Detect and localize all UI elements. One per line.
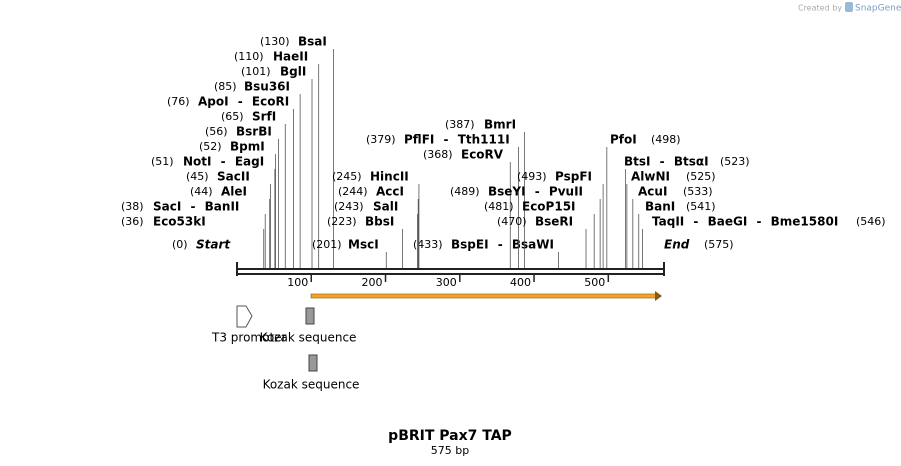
site-position: (523) [720,155,750,168]
site-position: (481) [484,200,514,213]
ruler-label: 500 [584,276,605,289]
site-position: (546) [856,215,886,228]
site-position: (85) [214,80,237,93]
site-position: (493) [517,170,547,183]
site-position: (470) [497,215,527,228]
site-name: Bsu36I [244,80,290,94]
site-position: (525) [686,170,716,183]
site-name: SacI - BanII [153,200,239,214]
site-position: (65) [221,110,244,123]
site-name: ApoI - EcoRI [198,95,289,109]
site-position: (368) [423,148,453,161]
subtitle: 575 bp [431,444,469,457]
site-name: EcoRV [461,148,504,162]
site-name: BpmI [230,140,265,154]
ruler-label: 300 [436,276,457,289]
site-name: MscI [348,238,379,252]
feature-label: Kozak sequence [260,331,357,345]
site-name: Start [196,238,231,252]
site-name: BanI [645,200,675,214]
site-name: HincII [370,170,409,184]
site-position: (56) [205,125,228,138]
orf [310,293,658,299]
site-position: (541) [686,200,716,213]
site-position: (130) [260,35,290,48]
site-name: SalI [373,200,398,214]
feature-label: T3 promoter [211,331,287,345]
site-name: BmrI [484,118,516,132]
site-position: (0) [172,238,188,251]
credit: Created by [798,4,842,13]
site-position: (575) [704,238,734,251]
site-position: (489) [450,185,480,198]
site-name: BsaI [298,35,327,49]
t3-promoter [236,305,253,328]
site-name: SrfI [252,110,276,124]
site-position: (36) [121,215,144,228]
site-position: (45) [186,170,209,183]
site-name: PfoI [610,133,637,147]
ruler-label: 100 [287,276,308,289]
site-name: BtsI - BtsαI [624,155,709,169]
site-name: End [664,238,690,252]
site-position: (223) [327,215,357,228]
site-position: (433) [413,238,443,251]
site-position: (110) [234,50,264,63]
kozak [308,354,318,372]
site-position: (51) [151,155,174,168]
ruler-label: 200 [362,276,383,289]
site-name: HaeII [273,50,308,64]
site-name: AlwNI [631,170,670,184]
ruler-label: 400 [510,276,531,289]
brand: SnapGene [855,4,901,14]
site-position: (101) [241,65,271,78]
feature-label: Kozak sequence [263,378,360,392]
site-name: SacII [217,170,250,184]
site-name: Eco53kI [153,215,206,229]
site-name: EcoP15I [522,200,576,214]
site-position: (52) [199,140,222,153]
site-position: (533) [683,185,713,198]
site-position: (245) [332,170,362,183]
site-position: (498) [651,133,681,146]
title: pBRIT Pax7 TAP [388,428,512,444]
site-name: BspEI - BsaWI [451,238,554,252]
orf-head [655,291,662,301]
site-name: BglI [280,65,306,79]
site-position: (76) [167,95,190,108]
site-name: NotI - EagI [183,155,264,169]
site-name: AccI [376,185,404,199]
site-position: (44) [190,185,213,198]
site-position: (244) [338,185,368,198]
site-name: PflFI - Tth111I [404,133,510,147]
site-name: AcuI [638,185,667,199]
site-name: PspFI [555,170,592,184]
site-name: AleI [221,185,247,199]
site-position: (243) [334,200,364,213]
site-position: (379) [366,133,396,146]
site-name: BseRI [535,215,573,229]
site-position: (38) [121,200,144,213]
site-name: TaqII - BaeGI - Bme1580I [652,215,838,229]
site-position: (201) [312,238,342,251]
site-name: BsrBI [236,125,272,139]
site-name: BbsI [365,215,394,229]
logo [845,2,853,12]
site-name: BseYI - PvuII [488,185,583,199]
site-position: (387) [445,118,475,131]
kozak [305,307,315,325]
